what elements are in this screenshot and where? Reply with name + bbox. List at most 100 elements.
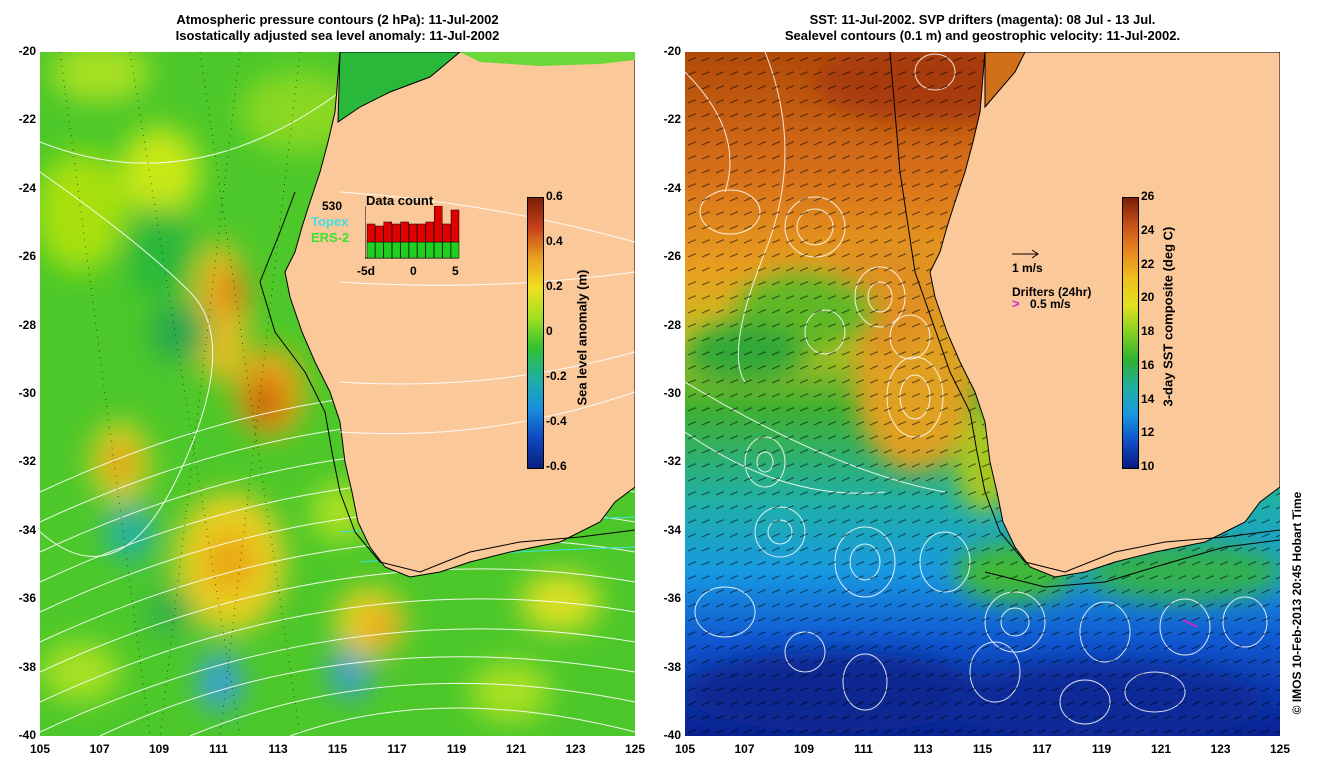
right-lat-tick: -36 <box>663 591 681 606</box>
left-map-sea-level-anomaly[interactable] <box>40 52 635 736</box>
left-lat-tick: -32 <box>18 454 36 469</box>
inset-title: Data count <box>366 193 434 208</box>
left-lat-tick: -24 <box>18 180 36 195</box>
right-colorbar-tick: 26 <box>1141 189 1155 203</box>
inset-bar <box>383 241 393 259</box>
right-colorbar-label: 3-day SST composite (deg C) <box>1160 226 1176 407</box>
left-lon-tick: 119 <box>446 742 467 756</box>
inset-bar <box>450 241 460 259</box>
inset-bar <box>400 241 409 259</box>
inset-tick-0: -5d <box>357 264 375 278</box>
inset-bar <box>400 221 409 243</box>
right-lat-tick: -26 <box>663 249 681 264</box>
inset-bar <box>375 241 384 259</box>
right-lat-tick: -38 <box>663 659 681 674</box>
left-lon-tick: 117 <box>387 742 407 756</box>
right-lat-tick: -22 <box>663 112 681 127</box>
right-title-line1: SST: 11-Jul-2002. SVP drifters (magenta)… <box>809 12 1156 27</box>
drifter-scale-label: 0.5 m/s <box>1030 297 1071 311</box>
right-lon-tick: 125 <box>1269 742 1291 756</box>
right-lat-tick: -20 <box>663 44 681 58</box>
vector-scale-arrow <box>1012 249 1039 259</box>
inset-bar <box>366 241 376 259</box>
inset-bar-chart <box>365 206 460 259</box>
inset-bar <box>391 241 401 259</box>
left-title-line2: Isostatically adjusted sea level anomaly… <box>175 28 500 43</box>
right-lat-tick: -30 <box>663 386 681 400</box>
inset-bar <box>433 241 443 259</box>
right-lat-tick: -28 <box>663 317 681 332</box>
drifter-label: Drifters (24hr) <box>1012 285 1092 299</box>
left-lon-tick: 123 <box>565 742 586 756</box>
right-title-line2: Sealevel contours (0.1 m) and geostrophi… <box>784 28 1181 43</box>
drifter-arrow-icon: > <box>1012 296 1020 311</box>
right-colorbar-tick: 18 <box>1141 324 1155 338</box>
footer-copyright: © IMOS 10-Feb-2013 20:45 Hobart Time <box>1290 491 1304 715</box>
left-lon-tick: 109 <box>148 742 170 756</box>
inset-sat2: ERS-2 <box>311 230 350 245</box>
right-lat-tick: -34 <box>663 522 681 537</box>
left-colorbar-tick: 0 <box>546 324 553 338</box>
left-colorbar-tick: -0.4 <box>546 414 567 428</box>
left-colorbar-tick: 0.6 <box>546 189 563 203</box>
right-lon-tick: 117 <box>1032 742 1052 756</box>
left-lon-tick: 115 <box>327 742 348 756</box>
left-lon-tick: 113 <box>268 742 288 756</box>
inset-sat1: Topex <box>311 214 349 229</box>
right-lon-tick: 105 <box>674 742 696 756</box>
right-colorbar-tick: 16 <box>1141 357 1155 372</box>
right-lon-tick: 109 <box>793 742 815 756</box>
inset-tick-2: 5 <box>452 264 459 278</box>
right-lon-tick: 107 <box>734 742 755 756</box>
inset-bar <box>442 223 451 243</box>
inset-bar <box>425 221 435 243</box>
right-map-sst[interactable] <box>685 52 1280 736</box>
inset-bar <box>442 241 451 259</box>
right-colorbar-tick: 10 <box>1141 459 1155 473</box>
left-lat-tick: -40 <box>18 728 36 742</box>
right-lon-tick: 123 <box>1210 742 1231 756</box>
left-lon-tick: 107 <box>89 742 110 756</box>
inset-bar <box>366 223 376 243</box>
left-lon-tick: 105 <box>29 742 51 756</box>
left-lat-tick: -30 <box>18 386 36 400</box>
australia-land <box>284 52 635 578</box>
left-lat-tick: -38 <box>18 659 36 674</box>
left-lon-tick: 125 <box>624 742 646 756</box>
inset-bar <box>425 241 435 259</box>
inset-bar <box>375 225 384 243</box>
left-lon-tick: 121 <box>505 742 527 756</box>
left-colorbar-tick: -0.6 <box>546 459 567 473</box>
inset-bar <box>450 209 460 243</box>
left-lat-tick: -26 <box>18 249 36 264</box>
right-colorbar-tick: 24 <box>1141 222 1155 237</box>
left-colorbar-tick: 0.4 <box>546 234 563 248</box>
inset-count: 530 <box>322 199 343 213</box>
left-lon-tick: 111 <box>209 742 228 756</box>
inset-bar <box>408 241 418 259</box>
australia-land-right <box>929 52 1280 578</box>
inset-bar <box>391 223 401 243</box>
right-colorbar-tick: 22 <box>1141 256 1155 271</box>
right-lat-tick: -32 <box>663 454 681 469</box>
drifter-track <box>1182 619 1198 628</box>
left-colorbar-label: Sea level anomaly (m) <box>574 269 590 406</box>
right-lon-tick: 115 <box>972 742 993 756</box>
inset-bar <box>417 223 426 243</box>
right-lon-tick: 121 <box>1150 742 1172 756</box>
left-lat-tick: -20 <box>18 44 36 58</box>
left-colorbar-tick: -0.2 <box>546 369 567 383</box>
right-colorbar-tick: 14 <box>1141 391 1155 406</box>
inset-tick-1: 0 <box>410 264 417 278</box>
vector-scale-label: 1 m/s <box>1012 261 1043 275</box>
right-lon-tick: 113 <box>913 742 933 756</box>
left-lat-tick: -36 <box>18 591 36 606</box>
left-lat-tick: -28 <box>18 317 36 332</box>
left-colorbar <box>527 197 544 469</box>
inset-bar <box>408 223 418 243</box>
right-colorbar <box>1122 197 1139 469</box>
left-lat-tick: -22 <box>18 112 36 127</box>
right-lon-tick: 111 <box>854 742 873 756</box>
left-title-line1: Atmospheric pressure contours (2 hPa): 1… <box>176 12 499 27</box>
right-lat-tick: -40 <box>663 728 681 742</box>
